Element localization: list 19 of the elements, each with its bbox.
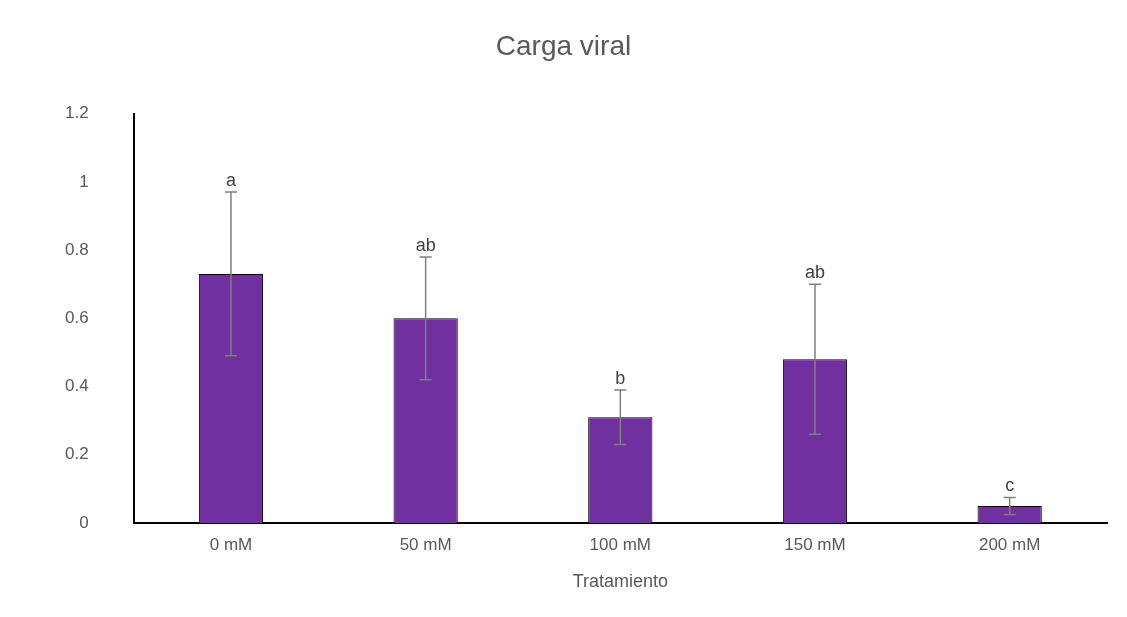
annotation: ab	[415, 234, 436, 255]
x-tick-label: 0 mM	[209, 534, 253, 554]
y-tick-label: 0.6	[64, 307, 89, 327]
x-tick-label: 150 mM	[784, 534, 846, 554]
annotation: ab	[804, 262, 826, 283]
x-axis-title: Tratamiento	[572, 571, 668, 592]
x-tick-label: 200 mM	[978, 534, 1041, 554]
annotation: a	[225, 170, 237, 191]
y-tick-label: 0.8	[64, 239, 89, 259]
y-tick-label: 0.4	[64, 376, 89, 396]
y-tick-label: 1.2	[64, 103, 89, 123]
y-tick-label: 0.2	[64, 444, 89, 464]
annotation: c	[1005, 475, 1015, 496]
x-tick-label: 100 mM	[589, 534, 652, 554]
y-tick-label: 0	[79, 512, 89, 532]
x-tick-label: 50 mM	[399, 534, 452, 554]
y-tick-label: 1	[79, 171, 89, 191]
annotation: b	[615, 367, 626, 388]
chart-title: Carga viral	[495, 29, 632, 61]
